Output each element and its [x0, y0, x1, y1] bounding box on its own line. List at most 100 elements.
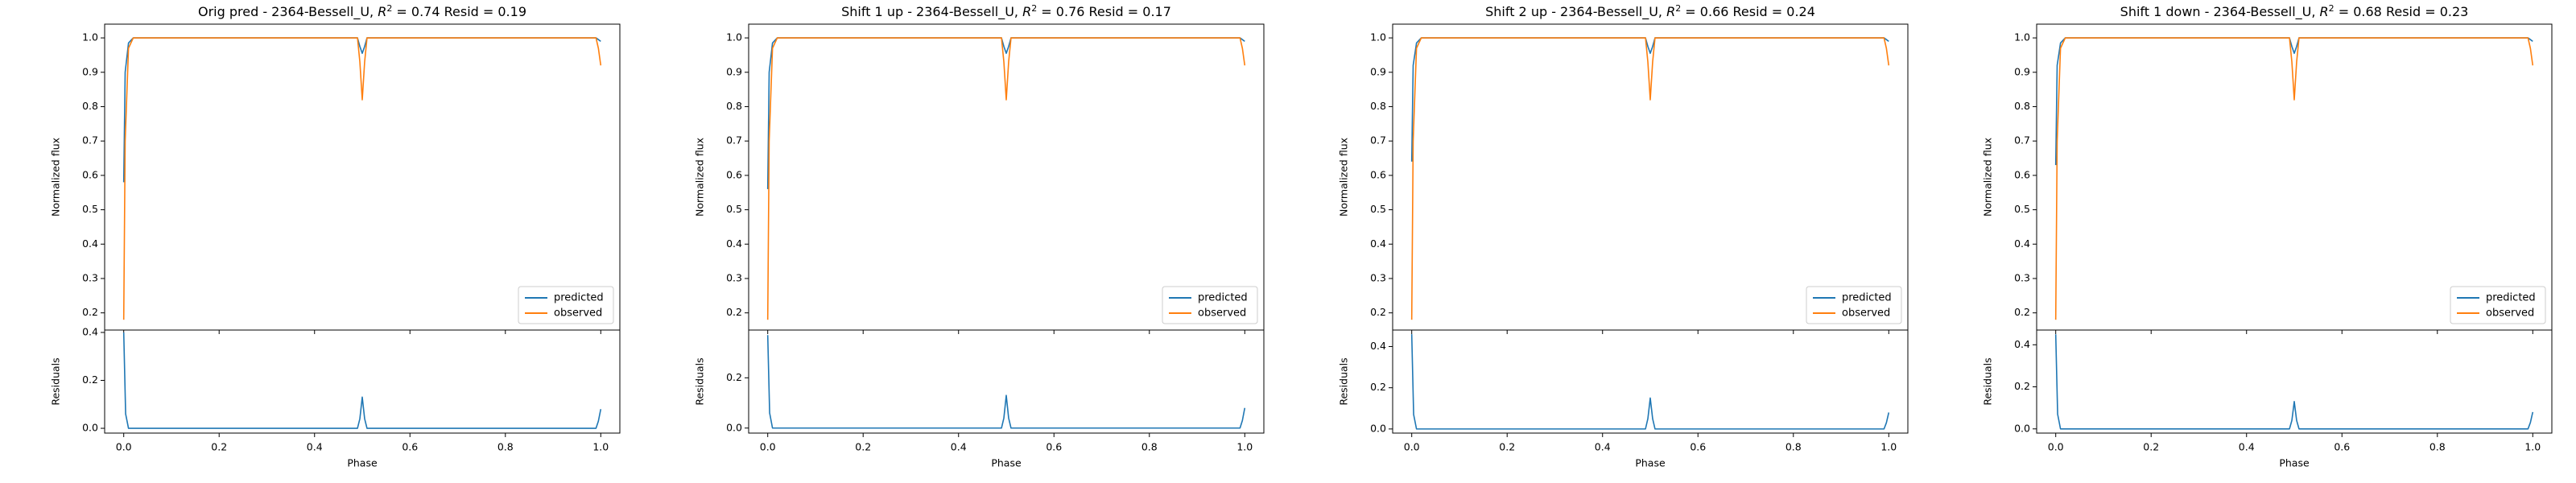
flux-ytick-label: 0.8 — [2014, 100, 2030, 112]
chart-title-suffix: = 0.66 Resid = 0.24 — [1681, 4, 1815, 19]
chart-title-r: R — [378, 4, 386, 19]
resid-ytick-label: 0.0 — [2014, 422, 2030, 434]
legend: predicted observed — [1162, 286, 1258, 324]
flux-ytick-label: 1.0 — [82, 31, 98, 43]
resid-xtick-label: 0.0 — [116, 441, 132, 453]
resid-ytick-label: 0.0 — [726, 421, 742, 433]
flux-ytick-label: 0.9 — [1370, 65, 1386, 77]
flux-ytick-label: 1.0 — [726, 31, 742, 43]
flux-ytick-label: 0.5 — [82, 203, 98, 215]
resid-xtick-label: 0.8 — [497, 441, 514, 453]
resid-ylabel: Residuals — [1982, 357, 1994, 405]
legend: predicted observed — [2450, 286, 2546, 324]
resid-xtick-label: 0.4 — [951, 441, 967, 453]
legend-label-predicted: predicted — [2486, 292, 2536, 304]
legend-label-observed: observed — [2486, 308, 2534, 320]
chart-title-suffix: = 0.68 Resid = 0.23 — [2334, 4, 2469, 19]
flux-ytick-label: 0.3 — [82, 271, 98, 283]
chart-title: Shift 1 up - 2364-Bessell_U, R2 = 0.76 R… — [841, 3, 1171, 20]
legend-label-observed: observed — [1842, 308, 1890, 320]
resid-xtick-label: 0.2 — [1499, 441, 1515, 453]
residual-line — [122, 332, 602, 429]
resid-ylabel: Residuals — [50, 357, 62, 405]
legend-box — [1806, 286, 1902, 324]
flux-ytick-label: 0.3 — [1370, 271, 1386, 283]
resid-xtick-label: 0.2 — [211, 441, 227, 453]
resid-xtick-label: 0.2 — [855, 441, 871, 453]
flux-ytick-label: 0.2 — [1370, 306, 1386, 318]
resid-ytick-label: 0.4 — [2014, 338, 2030, 350]
resid-xtick-label: 0.6 — [1690, 441, 1706, 453]
resid-xtick-label: 0.2 — [2143, 441, 2159, 453]
subplot-3: Shift 2 up - 2364-Bessell_U, R2 = 0.66 R… — [1338, 3, 1909, 469]
resid-xtick-label: 0.8 — [2429, 441, 2446, 453]
flux-ylabel: Normalized flux — [1982, 138, 1994, 217]
legend: predicted observed — [518, 286, 614, 324]
legend-label-predicted: predicted — [1842, 292, 1892, 304]
chart-title-prefix: Shift 2 up - 2364-Bessell_U, — [1485, 4, 1666, 20]
legend-box — [518, 286, 614, 324]
flux-ytick-label: 1.0 — [2014, 31, 2030, 43]
chart-title-sup: 2 — [2329, 3, 2334, 14]
flux-ytick-label: 0.7 — [1370, 134, 1386, 147]
resid-axes-frame — [748, 329, 1265, 434]
chart-title-r: R — [1666, 4, 1675, 19]
chart-title-prefix: Orig pred - 2364-Bessell_U, — [198, 4, 378, 20]
resid-ylabel: Residuals — [1338, 357, 1350, 405]
subplot-4: Shift 1 down - 2364-Bessell_U, R2 = 0.68… — [1982, 3, 2553, 469]
legend: predicted observed — [1806, 286, 1902, 324]
flux-ytick-label: 0.8 — [82, 100, 98, 112]
flux-ylabel: Normalized flux — [50, 138, 62, 217]
flux-ytick-label: 0.3 — [726, 271, 742, 283]
resid-ytick-label: 0.2 — [82, 374, 98, 386]
resid-xtick-label: 0.8 — [1141, 441, 1158, 453]
flux-ytick-label: 0.2 — [82, 306, 98, 318]
chart-title: Shift 2 up - 2364-Bessell_U, R2 = 0.66 R… — [1485, 3, 1815, 20]
flux-ytick-label: 0.4 — [2014, 237, 2030, 250]
chart-title-prefix: Shift 1 up - 2364-Bessell_U, — [841, 4, 1022, 20]
resid-xtick-label: 0.0 — [2048, 441, 2064, 453]
flux-ytick-label: 0.7 — [2014, 134, 2030, 147]
legend-label-observed: observed — [554, 308, 602, 320]
resid-ytick-label: 0.2 — [2014, 380, 2030, 392]
series-line-observed — [122, 37, 602, 320]
subplot-1: Orig pred - 2364-Bessell_U, R2 = 0.74 Re… — [50, 3, 621, 469]
chart-title-prefix: Shift 1 down - 2364-Bessell_U, — [2120, 4, 2320, 20]
residual-line — [766, 335, 1246, 429]
resid-xlabel: Phase — [2279, 457, 2310, 469]
resid-xtick-label: 1.0 — [1236, 441, 1253, 453]
flux-ytick-label: 0.9 — [2014, 65, 2030, 77]
chart-title-sup: 2 — [1675, 3, 1681, 14]
resid-xtick-label: 0.6 — [2334, 441, 2350, 453]
flux-ytick-label: 0.9 — [726, 65, 742, 77]
flux-ytick-label: 0.7 — [726, 134, 742, 147]
legend-label-predicted: predicted — [554, 292, 604, 304]
legend-label-observed: observed — [1198, 308, 1246, 320]
resid-xlabel: Phase — [1635, 457, 1666, 469]
resid-axes-frame — [2036, 329, 2553, 434]
subplot-2: Shift 1 up - 2364-Bessell_U, R2 = 0.76 R… — [694, 3, 1265, 469]
flux-ytick-label: 0.6 — [726, 168, 742, 180]
flux-ytick-label: 0.4 — [82, 237, 98, 250]
resid-ytick-label: 0.0 — [82, 422, 98, 434]
flux-ytick-label: 0.8 — [726, 100, 742, 112]
chart-title-suffix: = 0.76 Resid = 0.17 — [1037, 4, 1171, 19]
series-line-observed — [2054, 37, 2534, 320]
flux-ytick-label: 0.6 — [2014, 168, 2030, 180]
resid-axes-frame — [104, 329, 621, 434]
residual-line — [2054, 334, 2534, 430]
flux-ytick-label: 0.3 — [2014, 271, 2030, 283]
resid-ytick-label: 0.4 — [1370, 340, 1386, 352]
resid-xtick-label: 0.6 — [1046, 441, 1062, 453]
flux-ytick-label: 0.5 — [2014, 203, 2030, 215]
chart-title-r: R — [2320, 4, 2329, 19]
flux-ytick-label: 0.2 — [2014, 306, 2030, 318]
residual-line — [1410, 334, 1890, 430]
chart-title-r: R — [1022, 4, 1031, 19]
resid-xtick-label: 0.0 — [1404, 441, 1420, 453]
resid-xtick-label: 0.8 — [1785, 441, 1802, 453]
flux-ytick-label: 0.4 — [726, 237, 742, 250]
resid-xtick-label: 0.4 — [307, 441, 323, 453]
